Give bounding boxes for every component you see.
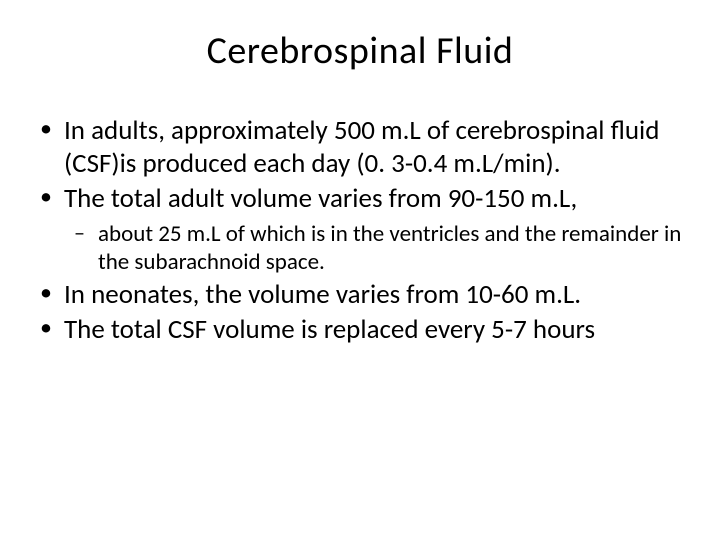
bullet-text: The total adult volume varies from 90-15…	[64, 182, 577, 215]
sub-bullet-item: about 25 m.L of which is in the ventricl…	[98, 220, 684, 276]
bullet-item: The total CSF volume is replaced every 5…	[64, 313, 684, 346]
sub-bullet-list: about 25 m.L of which is in the ventricl…	[64, 220, 684, 276]
bullet-item: In neonates, the volume varies from 10-6…	[64, 278, 684, 311]
bullet-list: In adults, approximately 500 m.L of cere…	[36, 114, 684, 346]
slide-title: Cerebrospinal Fluid	[36, 28, 684, 74]
bullet-item: The total adult volume varies from 90-15…	[64, 182, 684, 275]
bullet-item: In adults, approximately 500 m.L of cere…	[64, 114, 684, 180]
